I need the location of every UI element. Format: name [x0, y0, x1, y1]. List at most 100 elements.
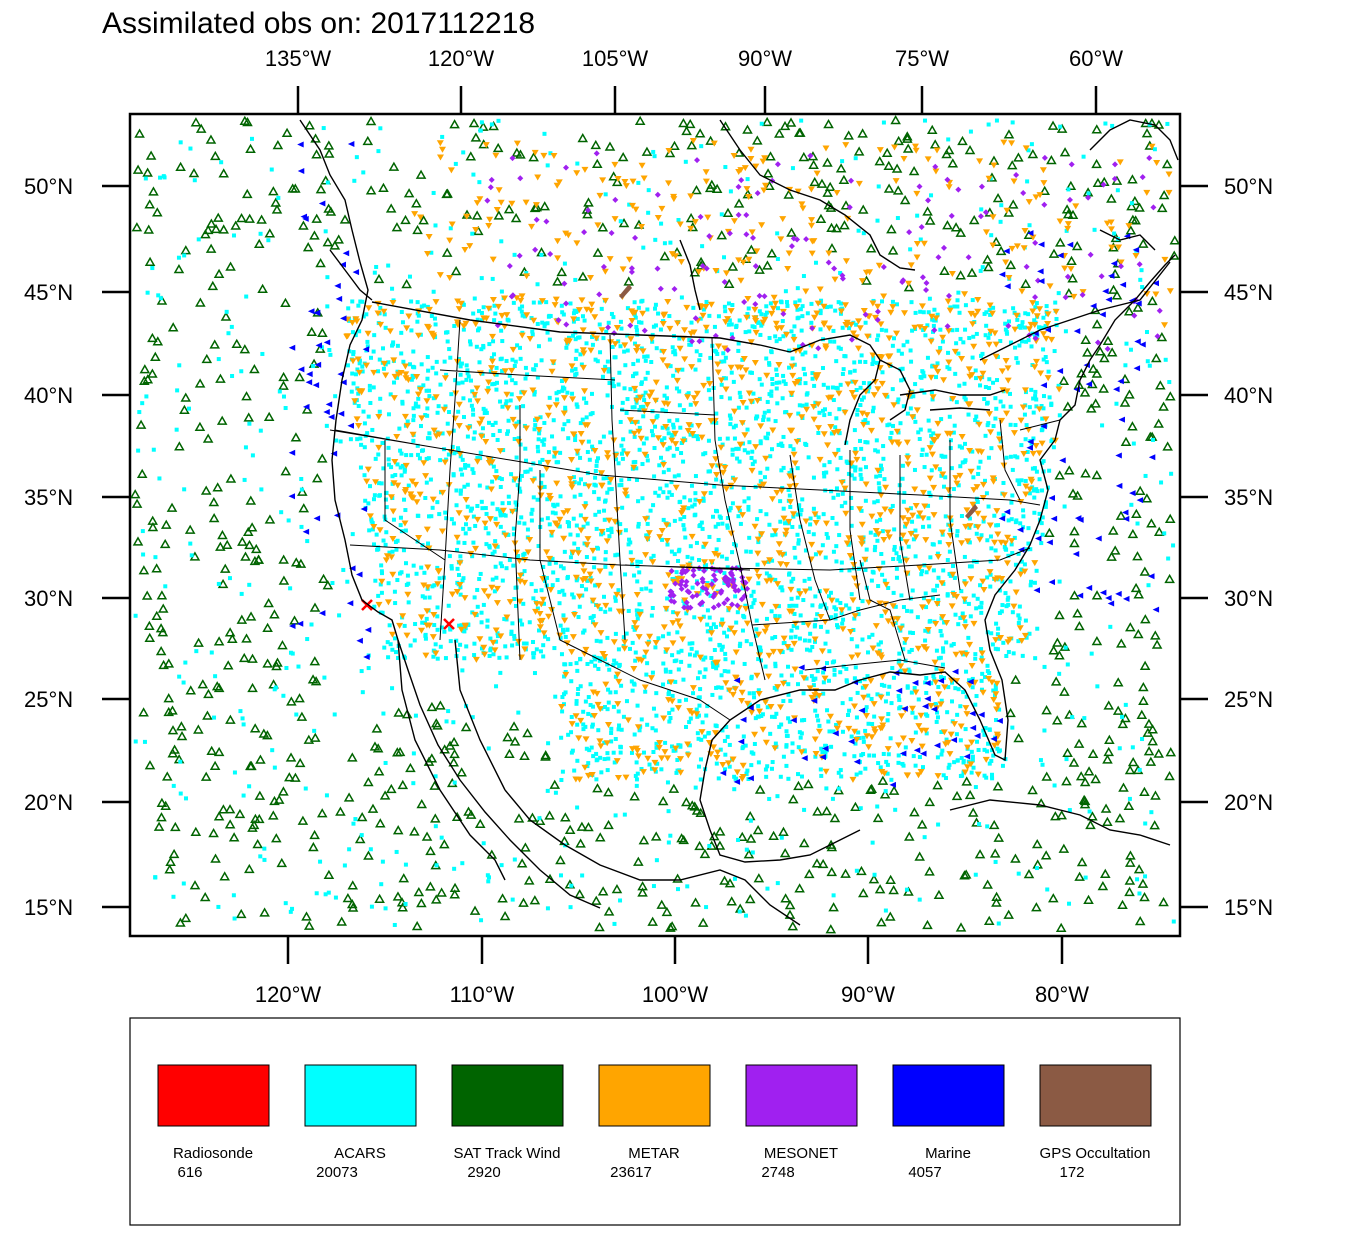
obs-marker [926, 418, 931, 423]
obs-marker [803, 779, 814, 789]
obs-marker [379, 563, 384, 568]
obs-marker [821, 471, 826, 476]
obs-marker [1008, 538, 1016, 545]
obs-marker [632, 627, 637, 632]
obs-marker [1132, 302, 1144, 312]
obs-marker [362, 135, 374, 146]
obs-marker [487, 653, 492, 658]
obs-marker [758, 479, 763, 484]
obs-marker [697, 670, 702, 675]
obs-marker [336, 916, 347, 926]
obs-marker [453, 161, 458, 166]
obs-marker [418, 627, 426, 634]
obs-marker [960, 611, 965, 616]
obs-marker [578, 656, 583, 661]
obs-marker [200, 485, 212, 495]
obs-marker [533, 363, 538, 368]
obs-marker [949, 395, 957, 402]
obs-marker [605, 707, 610, 712]
obs-marker [659, 357, 667, 364]
obs-marker [580, 314, 585, 319]
obs-marker [547, 337, 552, 342]
obs-marker [861, 380, 866, 385]
obs-marker [323, 148, 335, 158]
obs-marker [701, 496, 706, 501]
obs-marker [454, 503, 459, 508]
obs-marker [910, 588, 915, 593]
obs-marker [178, 791, 183, 796]
obs-marker [299, 524, 304, 529]
obs-marker [804, 647, 809, 652]
obs-marker [876, 584, 881, 589]
obs-marker [224, 819, 236, 829]
obs-marker [465, 371, 470, 376]
obs-marker [838, 607, 846, 614]
obs-marker [377, 481, 382, 486]
obs-marker [637, 425, 642, 430]
obs-marker [694, 128, 706, 138]
obs-marker [480, 506, 485, 511]
obs-marker [391, 517, 396, 522]
obs-marker [603, 819, 614, 830]
obs-marker [838, 382, 843, 387]
obs-marker [777, 614, 782, 619]
obs-marker [836, 770, 841, 775]
obs-marker [1059, 686, 1070, 696]
obs-marker [801, 598, 806, 603]
obs-marker [594, 832, 606, 842]
obs-marker [834, 559, 839, 564]
obs-marker [1162, 441, 1173, 451]
obs-marker [324, 793, 329, 798]
obs-marker [430, 718, 442, 728]
obs-marker [1041, 357, 1046, 362]
obs-marker [998, 417, 1006, 424]
obs-marker [712, 647, 717, 652]
obs-marker [835, 598, 840, 603]
obs-marker [939, 453, 944, 458]
obs-marker [896, 760, 901, 765]
obs-marker [532, 392, 537, 397]
obs-marker [706, 730, 711, 735]
obs-marker [510, 621, 515, 626]
obs-marker [1124, 765, 1136, 775]
obs-marker [975, 421, 983, 428]
obs-marker [539, 252, 544, 257]
obs-marker [722, 669, 727, 674]
obs-marker [423, 526, 431, 533]
obs-marker [911, 537, 916, 542]
obs-marker [284, 772, 295, 782]
obs-marker [892, 544, 897, 549]
obs-marker [463, 465, 468, 470]
obs-marker [767, 392, 772, 397]
obs-marker [479, 120, 484, 125]
obs-marker [898, 559, 903, 564]
obs-marker [515, 343, 520, 348]
obs-marker [989, 631, 994, 636]
obs-marker [651, 884, 656, 889]
obs-marker [758, 332, 763, 337]
obs-marker [650, 339, 655, 344]
obs-marker [1015, 455, 1020, 460]
obs-marker [885, 874, 896, 884]
obs-marker [719, 382, 724, 387]
obs-marker [540, 751, 551, 761]
obs-marker [624, 699, 629, 704]
obs-marker [1008, 454, 1013, 459]
obs-marker [574, 348, 579, 353]
obs-marker [1127, 421, 1138, 431]
obs-marker [1054, 237, 1066, 247]
obs-marker [1013, 520, 1018, 525]
obs-marker [668, 833, 673, 838]
obs-marker [809, 301, 814, 306]
obs-marker [929, 433, 934, 438]
obs-marker [409, 826, 420, 836]
obs-marker [411, 418, 416, 423]
obs-marker [908, 406, 913, 411]
obs-marker [973, 785, 978, 790]
obs-marker [479, 276, 484, 281]
obs-marker [197, 679, 209, 689]
obs-marker [986, 741, 991, 746]
obs-marker [633, 773, 638, 778]
obs-marker [510, 378, 515, 383]
obs-marker [1124, 886, 1135, 897]
